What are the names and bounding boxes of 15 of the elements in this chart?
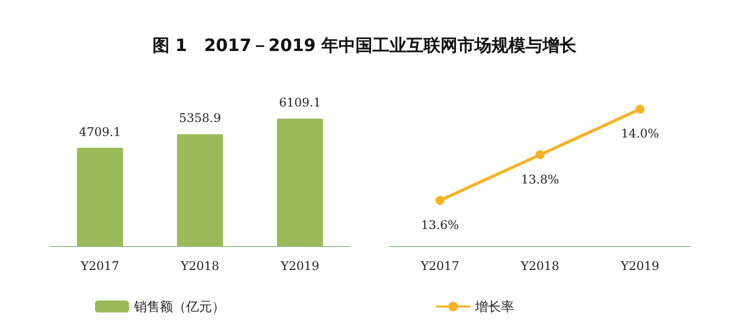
data-label: 14.0% [620,126,660,141]
x-tick-label: Y2018 [520,259,560,273]
data-label: 6109.1 [279,96,321,110]
data-label: 4709.1 [79,124,121,139]
data-label: 5358.9 [179,111,221,126]
chart-title: 图 1 2017－2019 年中国工业互联网市场规模与增长 [151,35,578,57]
data-label: 13.8% [520,172,560,186]
data-label: 13.6% [420,218,460,232]
x-tick-label: Y2017 [420,259,460,273]
legend-label: 销售额（亿元） [133,299,225,314]
legend-label: 增长率 [474,299,514,314]
x-tick-label: Y2019 [620,259,660,273]
x-tick-label: Y2017 [80,259,120,273]
x-tick-label: Y2018 [180,259,220,273]
x-tick-label: Y2019 [280,259,320,273]
